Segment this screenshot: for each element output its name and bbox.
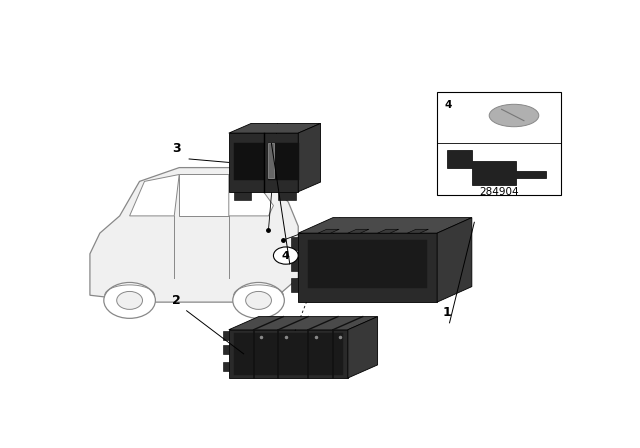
Polygon shape — [298, 218, 472, 233]
Circle shape — [273, 247, 298, 264]
Polygon shape — [269, 143, 299, 180]
Text: 4: 4 — [445, 100, 452, 110]
Polygon shape — [472, 181, 481, 194]
Polygon shape — [223, 345, 229, 354]
Polygon shape — [179, 174, 229, 216]
Circle shape — [116, 292, 143, 310]
Polygon shape — [291, 237, 298, 250]
Polygon shape — [90, 168, 298, 302]
Text: 4: 4 — [282, 250, 290, 261]
Polygon shape — [447, 151, 547, 185]
Circle shape — [233, 283, 284, 319]
Polygon shape — [278, 192, 296, 200]
Ellipse shape — [489, 104, 539, 127]
Polygon shape — [129, 174, 179, 216]
Text: 2: 2 — [172, 293, 181, 306]
Polygon shape — [234, 143, 264, 180]
Polygon shape — [229, 174, 273, 216]
Polygon shape — [378, 229, 399, 233]
Polygon shape — [229, 317, 378, 330]
Circle shape — [246, 292, 271, 310]
Polygon shape — [408, 229, 428, 233]
Polygon shape — [437, 218, 472, 302]
Polygon shape — [291, 257, 298, 271]
Polygon shape — [229, 330, 348, 378]
Polygon shape — [308, 240, 428, 289]
Polygon shape — [348, 317, 378, 378]
Polygon shape — [234, 192, 251, 200]
FancyBboxPatch shape — [437, 92, 561, 195]
Polygon shape — [229, 124, 321, 133]
Polygon shape — [269, 143, 275, 178]
Polygon shape — [472, 156, 481, 170]
Text: 284904: 284904 — [479, 186, 519, 197]
Polygon shape — [234, 333, 343, 375]
Polygon shape — [223, 362, 229, 371]
Polygon shape — [298, 124, 321, 192]
Text: 1: 1 — [443, 306, 451, 319]
Polygon shape — [291, 278, 298, 292]
Polygon shape — [223, 332, 229, 340]
Polygon shape — [229, 133, 298, 192]
Polygon shape — [318, 229, 339, 233]
Polygon shape — [348, 229, 369, 233]
Polygon shape — [298, 233, 437, 302]
Text: 3: 3 — [172, 142, 181, 155]
Circle shape — [104, 283, 156, 319]
